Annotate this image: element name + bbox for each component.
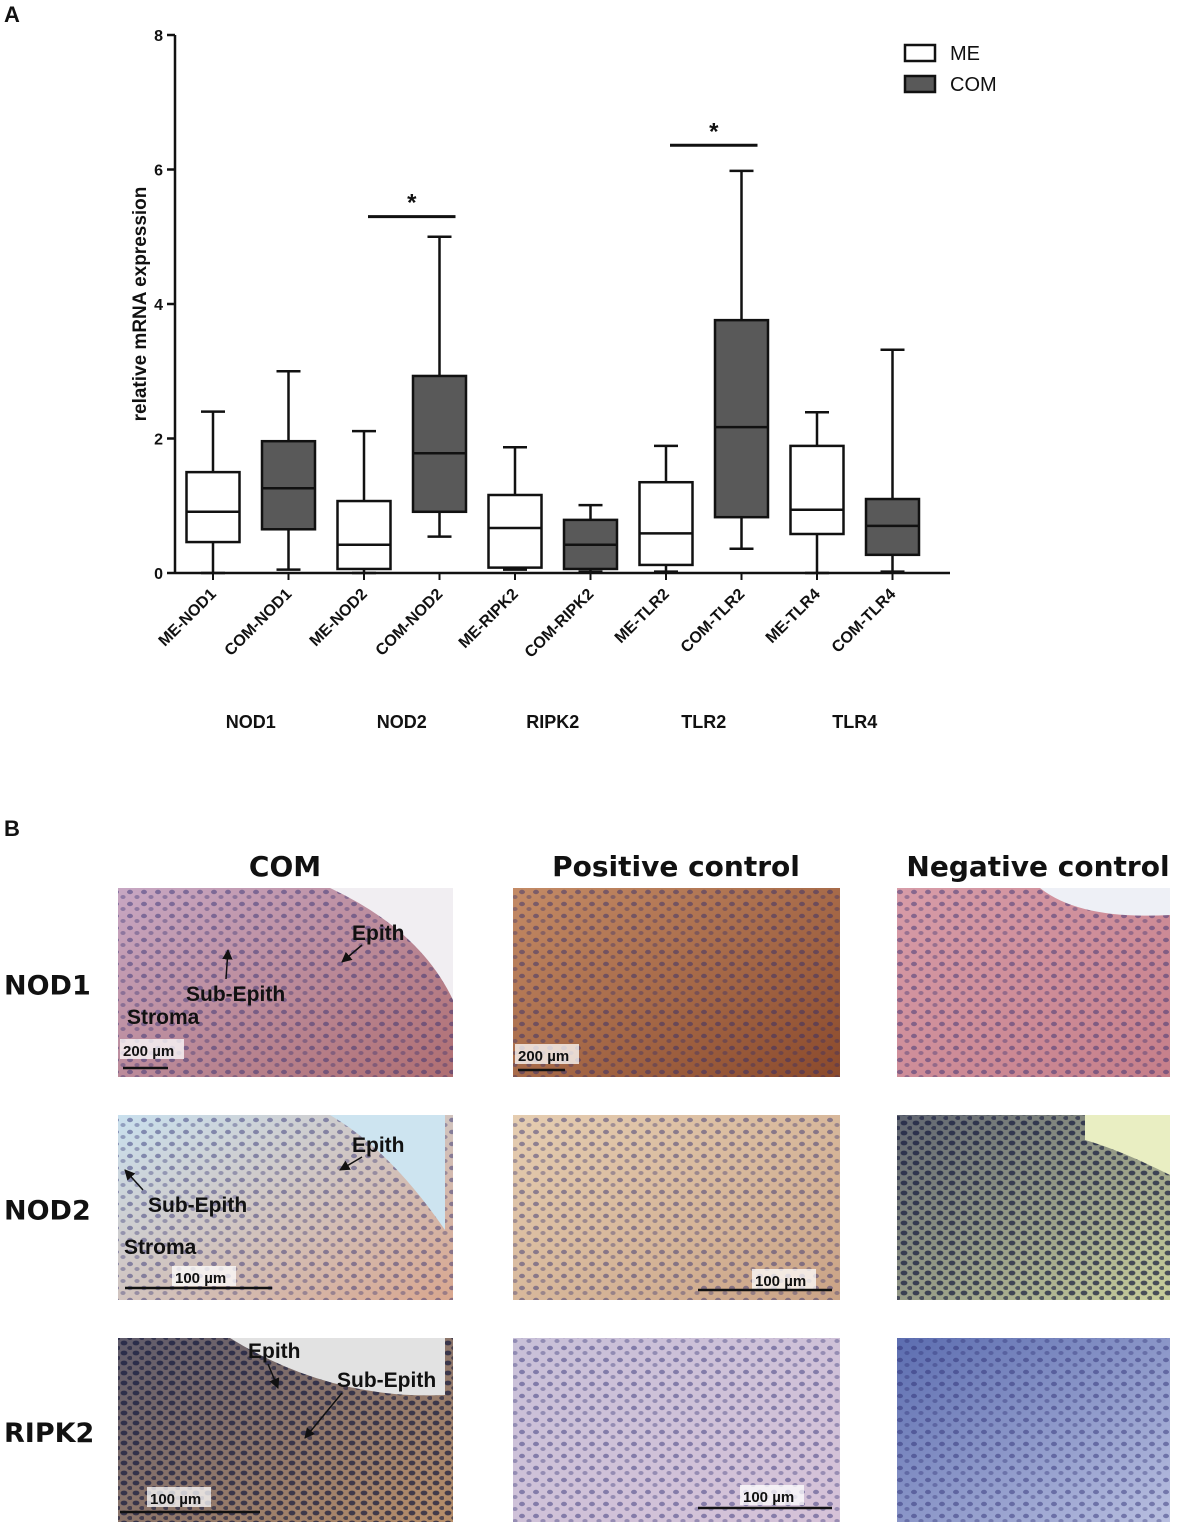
- scale-backdrop: [752, 1269, 816, 1289]
- panel-label: A: [4, 2, 20, 27]
- group-label: TLR2: [681, 712, 726, 732]
- row-label: NOD1: [4, 971, 91, 1002]
- scale-backdrop: [147, 1487, 211, 1507]
- group-label: TLR4: [832, 712, 877, 732]
- background-area: [1040, 888, 1170, 916]
- scale-backdrop: [740, 1485, 804, 1505]
- box: [638, 480, 694, 567]
- y-tick-label: 6: [154, 163, 163, 180]
- group-label: NOD1: [226, 712, 276, 732]
- x-tick-label: COM-NOD2: [373, 586, 447, 660]
- annotation-label: Stroma: [124, 1236, 197, 1259]
- scale-backdrop: [172, 1266, 236, 1286]
- significance-label: *: [407, 190, 417, 217]
- column-header: COM: [249, 850, 321, 883]
- y-tick-label: 2: [154, 432, 163, 449]
- scale-label: 200 µm: [518, 1048, 569, 1065]
- x-tick-label: ME-RIPK2: [456, 586, 522, 652]
- annotation-arrow: [222, 948, 233, 980]
- x-tick-label: COM-TLR2: [678, 586, 749, 657]
- y-tick-label: 4: [154, 297, 163, 314]
- scale-backdrop: [515, 1044, 579, 1064]
- background-area: [1085, 1115, 1170, 1175]
- y-axis-label: relative mRNA expression: [130, 187, 151, 422]
- box: [260, 439, 317, 531]
- annotation-arrow: [124, 1169, 144, 1191]
- box: [411, 374, 468, 514]
- annotation-label: Sub-Epith: [148, 1194, 247, 1217]
- scale-label: 100 µm: [743, 1489, 794, 1506]
- background-area: [230, 1338, 445, 1396]
- x-tick-label: ME-TLR2: [612, 586, 673, 647]
- legend-swatch: [903, 43, 937, 63]
- background-area: [330, 1115, 445, 1230]
- annotation-label: Sub-Epith: [337, 1369, 436, 1392]
- background-area: [330, 888, 453, 1000]
- significance-label: *: [709, 118, 719, 145]
- x-tick-label: COM-RIPK2: [522, 586, 598, 662]
- annotation-label: Epith: [248, 1340, 301, 1363]
- x-tick-label: ME-NOD1: [156, 586, 220, 650]
- annotation-arrow: [339, 1156, 363, 1171]
- annotation-arrow: [267, 1363, 280, 1389]
- legend-label: ME: [950, 43, 980, 65]
- row-label: RIPK2: [4, 1418, 94, 1449]
- legend-label: COM: [950, 74, 997, 96]
- x-tick-label: ME-NOD2: [307, 586, 371, 650]
- group-label: RIPK2: [526, 712, 579, 732]
- micrograph-texture: [897, 1338, 1170, 1522]
- legend-swatch: [903, 74, 937, 94]
- box: [713, 318, 770, 519]
- x-tick-label: COM-TLR4: [829, 586, 900, 657]
- scale-label: 100 µm: [175, 1270, 226, 1287]
- x-tick-label: ME-TLR4: [763, 586, 824, 647]
- annotation-arrow: [304, 1392, 343, 1439]
- column-header: Negative control: [906, 850, 1169, 883]
- box: [336, 499, 392, 571]
- x-tick-label: COM-NOD1: [222, 586, 296, 660]
- box: [487, 493, 543, 569]
- annotation-arrow: [341, 944, 363, 963]
- micrograph-texture: [897, 888, 1170, 1077]
- box: [789, 444, 845, 536]
- scale-backdrop: [120, 1039, 184, 1059]
- box: [185, 470, 241, 544]
- scale-label: 200 µm: [123, 1043, 174, 1060]
- annotation-label: Epith: [352, 922, 405, 945]
- row-label: NOD2: [4, 1196, 91, 1227]
- group-label: NOD2: [377, 712, 427, 732]
- annotation-label: Sub-Epith: [186, 983, 285, 1006]
- annotation-label: Stroma: [127, 1006, 200, 1029]
- scale-label: 100 µm: [755, 1273, 806, 1290]
- y-tick-label: 0: [154, 566, 163, 583]
- panel-label: B: [4, 816, 20, 841]
- column-header: Positive control: [552, 850, 800, 883]
- scale-label: 100 µm: [150, 1491, 201, 1508]
- annotation-label: Epith: [352, 1134, 405, 1157]
- y-tick-label: 8: [154, 28, 163, 45]
